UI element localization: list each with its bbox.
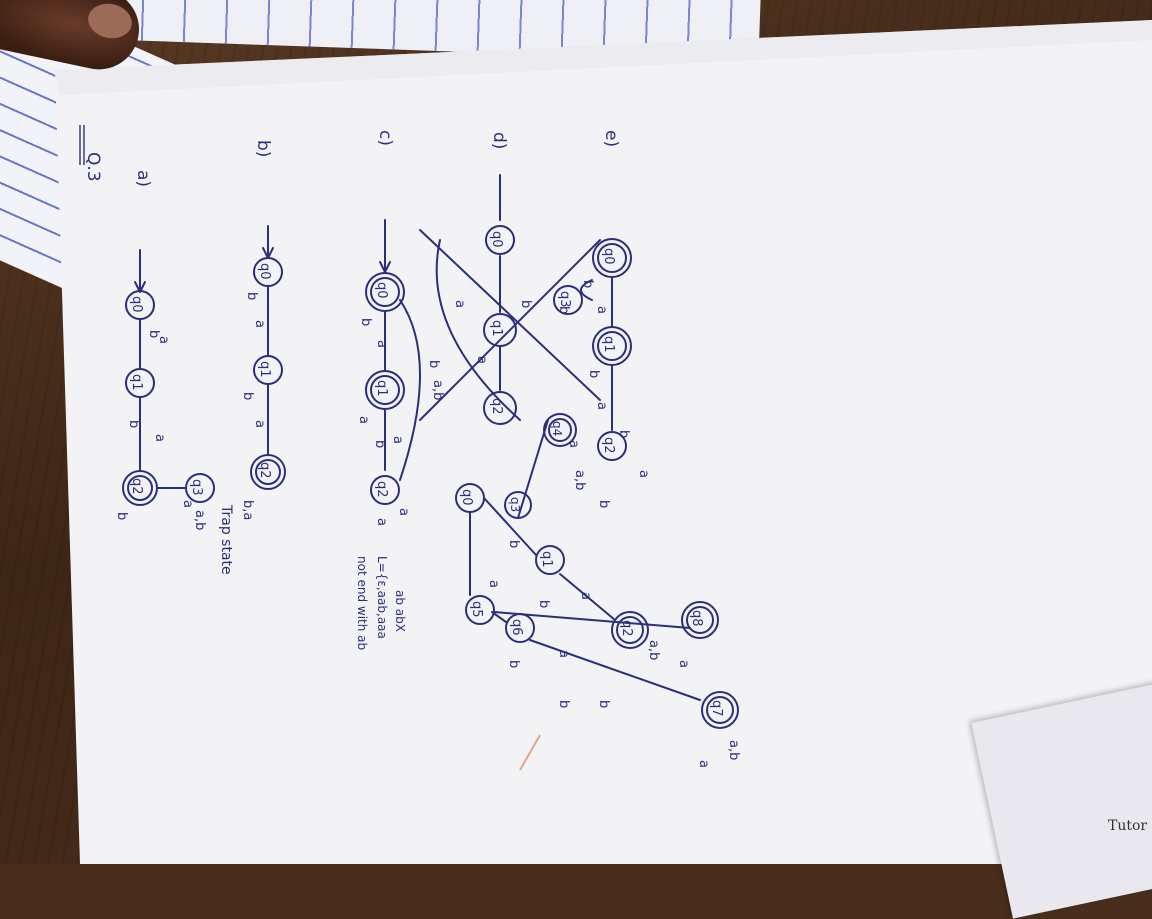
cross-out-line: [419, 229, 601, 401]
svg-text:a: a: [374, 518, 389, 526]
svg-text:q1: q1: [539, 551, 554, 568]
svg-text:a: a: [396, 508, 411, 516]
svg-text:q2: q2: [129, 478, 144, 495]
svg-text:a: a: [452, 300, 467, 308]
svg-text:q2: q2: [619, 620, 634, 637]
svg-text:a: a: [390, 436, 405, 444]
svg-text:a,b: a,b: [192, 510, 207, 530]
svg-text:b: b: [114, 512, 129, 520]
svg-text:a,b: a,b: [430, 380, 445, 400]
svg-text:a: a: [180, 500, 195, 508]
part-e-diagram: q0 q1 q2 b a b b a a,b: [556, 238, 632, 490]
svg-text:b: b: [596, 500, 611, 508]
svg-text:a: a: [636, 470, 651, 478]
svg-text:a,b: a,b: [572, 470, 587, 490]
svg-text:b,a: b,a: [240, 500, 255, 520]
page-heading: Q.3: [83, 152, 103, 182]
part-e-label: e): [601, 130, 621, 147]
svg-text:q1: q1: [374, 380, 389, 397]
svg-text:b: b: [126, 420, 141, 428]
svg-text:a: a: [486, 580, 501, 588]
svg-text:a: a: [594, 306, 609, 314]
part-a-label: a): [133, 170, 153, 187]
svg-text:q3: q3: [189, 479, 204, 496]
svg-text:a: a: [252, 420, 267, 428]
svg-text:b: b: [556, 700, 571, 708]
part-d-diagram: q0 q1 q2 q3 a a,b a b q0 q1 q2 q3: [396, 174, 741, 768]
svg-text:a: a: [156, 336, 171, 344]
svg-text:a: a: [556, 650, 571, 658]
svg-text:q2: q2: [257, 462, 272, 479]
part-a-diagram: q0 q1 q2 q3 b a b a b a a,b Trap state: [114, 249, 234, 575]
homework-paper: Q.3 a) b) c) d) e) q0 q1 q2 q3 b a b: [55, 20, 1152, 864]
svg-text:q0: q0: [374, 282, 389, 299]
svg-text:a: a: [578, 592, 593, 600]
svg-text:q5: q5: [469, 601, 484, 618]
svg-text:a,b: a,b: [646, 640, 661, 660]
svg-text:a: a: [566, 440, 581, 448]
part-b-label: b): [253, 140, 273, 157]
svg-text:a: a: [152, 434, 167, 442]
svg-text:b: b: [506, 660, 521, 668]
trap-state-note: Trap state: [218, 504, 234, 575]
svg-text:b: b: [596, 700, 611, 708]
svg-text:a: a: [594, 402, 609, 410]
svg-text:b: b: [518, 300, 533, 308]
svg-text:b: b: [506, 540, 521, 548]
svg-text:b: b: [536, 600, 551, 608]
svg-text:a: a: [374, 340, 389, 348]
svg-text:a: a: [356, 416, 371, 424]
part-c-diagram: q0 q1 q2 b a a b a b a not end with ab L…: [355, 219, 441, 650]
paper-sheet: [55, 20, 1152, 864]
svg-text:b: b: [240, 392, 255, 400]
note-line: not end with ab: [355, 556, 369, 650]
svg-text:q2: q2: [489, 398, 504, 415]
svg-text:q3: q3: [557, 291, 572, 308]
svg-text:q7: q7: [709, 700, 724, 717]
part-d-label: d): [489, 132, 509, 149]
part-b-diagram: q0 q1 q2 b a b a b,a: [240, 225, 286, 520]
svg-text:b: b: [146, 330, 161, 338]
svg-text:b: b: [580, 280, 595, 288]
svg-text:L={ε,aab,aaa: L={ε,aab,aaa: [375, 556, 389, 639]
svg-text:q0: q0: [459, 489, 474, 506]
svg-text:q4: q4: [550, 421, 564, 436]
svg-text:b: b: [358, 318, 373, 326]
state-label: q0: [129, 296, 144, 313]
svg-text:q0: q0: [489, 231, 504, 248]
page-heading-text: Q.3: [83, 152, 103, 182]
svg-text:q1: q1: [489, 320, 504, 337]
svg-text:q6: q6: [509, 619, 524, 636]
svg-text:a: a: [696, 760, 711, 768]
svg-text:a,b: a,b: [726, 740, 741, 760]
svg-text:q8: q8: [689, 610, 704, 627]
svg-text:q2: q2: [374, 481, 389, 498]
svg-text:b: b: [586, 370, 601, 378]
corner-paper: [971, 681, 1152, 919]
part-c-label: c): [375, 130, 395, 146]
svg-text:q1: q1: [257, 361, 272, 378]
svg-text:b: b: [616, 430, 631, 438]
corner-text: Tutor: [1108, 818, 1148, 834]
paper-drawing: Q.3 a) b) c) d) e) q0 q1 q2 q3 b a b: [55, 20, 1152, 864]
svg-text:q1: q1: [129, 374, 144, 391]
svg-text:b: b: [556, 306, 571, 314]
svg-text:b: b: [426, 360, 441, 368]
svg-text:ab abX: ab abX: [393, 590, 407, 632]
svg-text:a: a: [252, 320, 267, 328]
svg-text:q0: q0: [257, 263, 272, 280]
svg-text:b: b: [244, 292, 259, 300]
svg-text:q2: q2: [601, 437, 616, 454]
svg-text:a: a: [474, 356, 489, 364]
svg-text:b: b: [372, 440, 387, 448]
svg-text:q0: q0: [601, 248, 616, 265]
svg-text:q3: q3: [508, 497, 522, 512]
svg-text:q1: q1: [601, 336, 616, 353]
svg-text:a: a: [676, 660, 691, 668]
